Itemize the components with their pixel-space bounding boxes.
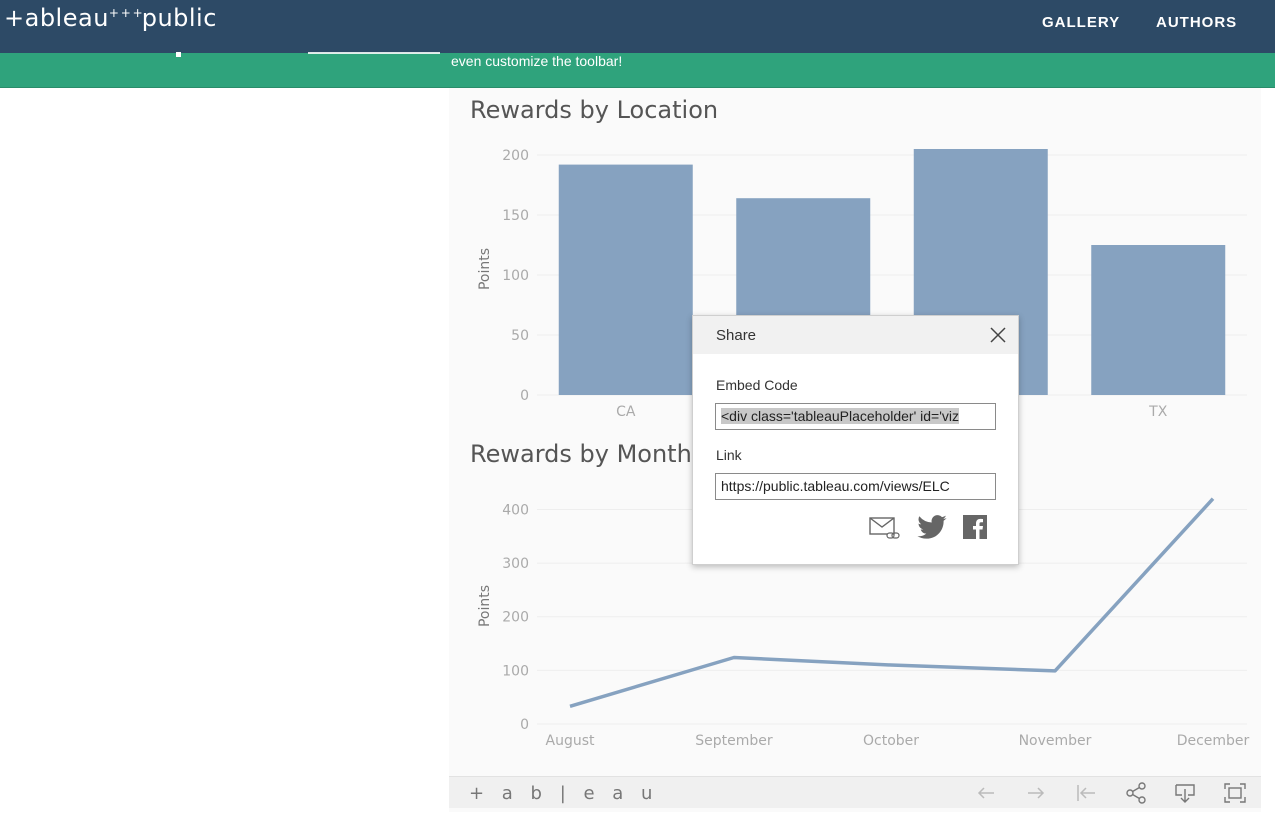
- tableau-public-logo[interactable]: +ableau+ + +public: [4, 4, 217, 32]
- chart-title-month: Rewards by Month: [470, 440, 692, 468]
- share-dialog-title: Share: [716, 327, 757, 344]
- bar-y-tick-label: 50: [511, 328, 529, 344]
- bar-x-tick-label: TX: [1148, 404, 1168, 420]
- bar-x-tick-label: CA: [616, 404, 636, 420]
- embed-code-label: Embed Code: [716, 377, 798, 393]
- banner-text: even customize the toolbar!: [451, 53, 623, 69]
- line-x-tick-label: September: [695, 733, 773, 749]
- redo-icon[interactable]: [1024, 782, 1048, 804]
- line-x-tick-label: December: [1177, 733, 1250, 749]
- logo-text: +ableau: [4, 4, 109, 32]
- line-y-axis-label: Points: [477, 585, 493, 627]
- logo-mark: + + +: [108, 6, 143, 20]
- line-y-tick-label: 100: [502, 663, 529, 679]
- line-y-tick-label: 400: [502, 502, 529, 518]
- bar-y-tick-label: 0: [520, 388, 529, 404]
- share-dialog-header: [693, 316, 1018, 354]
- bar-CA: [558, 164, 693, 395]
- chart-title-location: Rewards by Location: [470, 96, 719, 124]
- email-link-icon[interactable]: [869, 514, 903, 542]
- fullscreen-icon[interactable]: [1223, 782, 1247, 804]
- link-field[interactable]: https://public.tableau.com/views/ELC: [715, 473, 996, 500]
- share-icon[interactable]: [1124, 782, 1148, 804]
- banner-mark: [176, 52, 181, 57]
- embed-code-field[interactable]: <div class='tableauPlaceholder' id='viz: [715, 403, 996, 430]
- download-icon[interactable]: [1173, 782, 1197, 804]
- line-y-tick-label: 300: [502, 556, 529, 572]
- line-series-points: [569, 497, 1215, 708]
- share-dialog: Share Embed Code <div class='tableauPlac…: [692, 315, 1019, 565]
- revert-icon[interactable]: [1074, 782, 1098, 804]
- twitter-icon[interactable]: [916, 514, 948, 542]
- line-x-tick-label: October: [863, 733, 919, 749]
- undo-icon[interactable]: [974, 782, 998, 804]
- line-y-tick-label: 200: [502, 610, 529, 626]
- close-icon[interactable]: [989, 326, 1007, 344]
- embed-code-value: <div class='tableauPlaceholder' id='viz: [721, 408, 959, 424]
- tableau-viz: Rewards by Location 0 50 100 150 200 Points CA…: [449, 88, 1261, 812]
- line-x-tick-label: November: [1019, 733, 1092, 749]
- tableau-toolbar-logo[interactable]: + a b | e a u: [469, 783, 659, 804]
- banner-top-strip: [0, 44, 1275, 53]
- info-banner: [0, 44, 1275, 88]
- line-y-tick-label: 0: [520, 717, 529, 733]
- nav-gallery[interactable]: GALLERY: [1042, 14, 1121, 31]
- line-x-tick-label: August: [546, 733, 596, 749]
- top-navigation-bar: +ableau+ + +public GALLERY AUTHORS: [0, 0, 1275, 44]
- facebook-icon[interactable]: [962, 514, 988, 540]
- bar-y-tick-label: 150: [502, 208, 529, 224]
- bar-y-tick-label: 100: [502, 268, 529, 284]
- nav-authors[interactable]: AUTHORS: [1156, 14, 1238, 31]
- viz-toolbar: + a b | e a u: [449, 776, 1261, 808]
- logo-suffix: public: [141, 4, 217, 32]
- bar-y-tick-label: 200: [502, 148, 529, 164]
- link-label: Link: [716, 447, 742, 463]
- banner-underline: [308, 52, 440, 54]
- bar-TX: [1091, 245, 1226, 395]
- bar-y-axis-label: Points: [477, 248, 493, 290]
